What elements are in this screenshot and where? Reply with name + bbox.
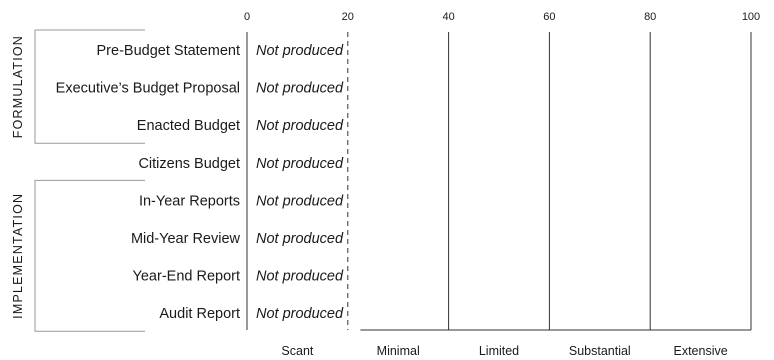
value-label: Not produced — [256, 231, 344, 247]
x-tick-label: 80 — [644, 11, 656, 23]
category-label: Pre-Budget Statement — [97, 43, 240, 59]
x-tick-label: 60 — [543, 11, 555, 23]
category-label: Citizens Budget — [138, 156, 240, 172]
category-label: Audit Report — [159, 306, 240, 322]
band-label: Limited — [479, 344, 519, 358]
band-label: Minimal — [377, 344, 420, 358]
category-label: Year-End Report — [133, 269, 240, 285]
value-label: Not produced — [256, 269, 344, 285]
group-bracket — [34, 179, 145, 332]
value-label: Not produced — [256, 193, 344, 209]
group-label: FORMULATION — [11, 35, 25, 138]
value-label: Not produced — [256, 81, 344, 97]
value-label: Not produced — [256, 156, 344, 172]
band-label: Scant — [281, 344, 313, 358]
group-bracket — [34, 29, 145, 144]
group-label: IMPLEMENTATION — [11, 193, 25, 319]
category-label: Executive’s Budget Proposal — [56, 81, 240, 97]
x-tick-label: 20 — [342, 11, 354, 23]
x-tick-label: 40 — [442, 11, 454, 23]
band-label: Substantial — [569, 344, 631, 358]
category-label: In-Year Reports — [139, 193, 240, 209]
category-label: Mid-Year Review — [131, 231, 241, 247]
x-tick-label: 100 — [742, 11, 760, 23]
value-label: Not produced — [256, 118, 344, 134]
category-label: Enacted Budget — [137, 118, 240, 134]
value-label: Not produced — [256, 306, 344, 322]
band-label: Extensive — [673, 344, 727, 358]
x-tick-label: 0 — [244, 11, 250, 23]
value-label: Not produced — [256, 43, 344, 59]
